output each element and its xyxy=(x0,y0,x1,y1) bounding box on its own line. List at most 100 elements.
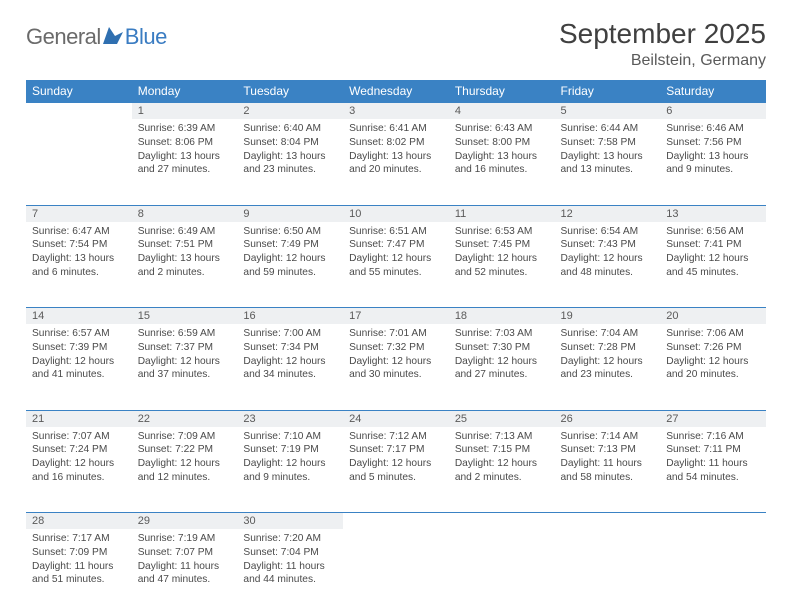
sunset-line: Sunset: 7:51 PM xyxy=(138,238,232,252)
sunrise-line: Sunrise: 7:00 AM xyxy=(243,327,337,341)
daylight2-line: and 5 minutes. xyxy=(349,471,443,485)
day-details: Sunrise: 6:50 AMSunset: 7:49 PMDaylight:… xyxy=(237,222,343,286)
day-number: 29 xyxy=(132,513,238,530)
daylight2-line: and 54 minutes. xyxy=(666,471,760,485)
daylight1-line: Daylight: 12 hours xyxy=(666,252,760,266)
daylight2-line: and 27 minutes. xyxy=(455,368,549,382)
daylight1-line: Daylight: 12 hours xyxy=(138,457,232,471)
day-details: Sunrise: 6:49 AMSunset: 7:51 PMDaylight:… xyxy=(132,222,238,286)
daylight1-line: Daylight: 12 hours xyxy=(349,457,443,471)
day-details: Sunrise: 6:41 AMSunset: 8:02 PMDaylight:… xyxy=(343,119,449,183)
sunset-line: Sunset: 7:32 PM xyxy=(349,341,443,355)
sunset-line: Sunset: 7:22 PM xyxy=(138,443,232,457)
day-details: Sunrise: 7:17 AMSunset: 7:09 PMDaylight:… xyxy=(26,529,132,593)
weekday-header-row: Sunday Monday Tuesday Wednesday Thursday… xyxy=(26,80,766,103)
day-number: 13 xyxy=(660,205,766,222)
sunset-line: Sunset: 7:41 PM xyxy=(666,238,760,252)
day-number: 28 xyxy=(26,513,132,530)
daylight1-line: Daylight: 11 hours xyxy=(138,560,232,574)
daylight2-line: and 59 minutes. xyxy=(243,266,337,280)
daylight1-line: Daylight: 13 hours xyxy=(349,150,443,164)
sunrise-line: Sunrise: 6:49 AM xyxy=(138,225,232,239)
sunset-line: Sunset: 7:04 PM xyxy=(243,546,337,560)
daylight1-line: Daylight: 12 hours xyxy=(349,252,443,266)
sunrise-line: Sunrise: 7:10 AM xyxy=(243,430,337,444)
daylight2-line: and 44 minutes. xyxy=(243,573,337,587)
daylight2-line: and 13 minutes. xyxy=(561,163,655,177)
sunrise-line: Sunrise: 7:19 AM xyxy=(138,532,232,546)
daylight2-line: and 16 minutes. xyxy=(455,163,549,177)
page-title: September 2025 xyxy=(559,18,766,50)
day-cell: Sunrise: 7:01 AMSunset: 7:32 PMDaylight:… xyxy=(343,324,449,410)
sunset-line: Sunset: 7:11 PM xyxy=(666,443,760,457)
sunrise-line: Sunrise: 6:44 AM xyxy=(561,122,655,136)
day-number: 12 xyxy=(555,205,661,222)
sunset-line: Sunset: 7:58 PM xyxy=(561,136,655,150)
daylight1-line: Daylight: 11 hours xyxy=(561,457,655,471)
sunset-line: Sunset: 7:28 PM xyxy=(561,341,655,355)
day-details: Sunrise: 6:39 AMSunset: 8:06 PMDaylight:… xyxy=(132,119,238,183)
daylight2-line: and 20 minutes. xyxy=(349,163,443,177)
sunset-line: Sunset: 8:00 PM xyxy=(455,136,549,150)
day-cell: Sunrise: 6:43 AMSunset: 8:00 PMDaylight:… xyxy=(449,119,555,205)
daylight2-line: and 37 minutes. xyxy=(138,368,232,382)
day-cell: Sunrise: 7:06 AMSunset: 7:26 PMDaylight:… xyxy=(660,324,766,410)
day-number: 22 xyxy=(132,410,238,427)
day-cell: Sunrise: 6:54 AMSunset: 7:43 PMDaylight:… xyxy=(555,222,661,308)
daylight1-line: Daylight: 12 hours xyxy=(561,252,655,266)
day-cell: Sunrise: 6:44 AMSunset: 7:58 PMDaylight:… xyxy=(555,119,661,205)
title-block: September 2025 Beilstein, Germany xyxy=(559,18,766,70)
daylight2-line: and 9 minutes. xyxy=(666,163,760,177)
sunset-line: Sunset: 7:39 PM xyxy=(32,341,126,355)
weekday-header: Saturday xyxy=(660,80,766,103)
day-cell: Sunrise: 7:07 AMSunset: 7:24 PMDaylight:… xyxy=(26,427,132,513)
day-details: Sunrise: 6:47 AMSunset: 7:54 PMDaylight:… xyxy=(26,222,132,286)
daylight2-line: and 51 minutes. xyxy=(32,573,126,587)
content-row: Sunrise: 7:17 AMSunset: 7:09 PMDaylight:… xyxy=(26,529,766,615)
day-details: Sunrise: 6:59 AMSunset: 7:37 PMDaylight:… xyxy=(132,324,238,388)
day-number: 21 xyxy=(26,410,132,427)
day-number: 8 xyxy=(132,205,238,222)
daylight2-line: and 16 minutes. xyxy=(32,471,126,485)
daynum-row: 123456 xyxy=(26,103,766,120)
daynum-row: 14151617181920 xyxy=(26,308,766,325)
day-cell: Sunrise: 6:50 AMSunset: 7:49 PMDaylight:… xyxy=(237,222,343,308)
sunset-line: Sunset: 7:15 PM xyxy=(455,443,549,457)
daylight1-line: Daylight: 12 hours xyxy=(32,355,126,369)
day-number xyxy=(449,513,555,530)
day-number: 10 xyxy=(343,205,449,222)
sunrise-line: Sunrise: 6:47 AM xyxy=(32,225,126,239)
day-number: 7 xyxy=(26,205,132,222)
sunrise-line: Sunrise: 6:56 AM xyxy=(666,225,760,239)
day-number: 5 xyxy=(555,103,661,120)
day-details: Sunrise: 7:03 AMSunset: 7:30 PMDaylight:… xyxy=(449,324,555,388)
daylight1-line: Daylight: 11 hours xyxy=(32,560,126,574)
day-cell: Sunrise: 6:51 AMSunset: 7:47 PMDaylight:… xyxy=(343,222,449,308)
location-label: Beilstein, Germany xyxy=(559,52,766,70)
day-details: Sunrise: 6:44 AMSunset: 7:58 PMDaylight:… xyxy=(555,119,661,183)
daylight1-line: Daylight: 12 hours xyxy=(455,457,549,471)
brand-mark-icon xyxy=(103,26,123,49)
day-number: 11 xyxy=(449,205,555,222)
day-details: Sunrise: 7:19 AMSunset: 7:07 PMDaylight:… xyxy=(132,529,238,593)
day-cell: Sunrise: 6:49 AMSunset: 7:51 PMDaylight:… xyxy=(132,222,238,308)
sunrise-line: Sunrise: 7:09 AM xyxy=(138,430,232,444)
sunrise-line: Sunrise: 7:01 AM xyxy=(349,327,443,341)
content-row: Sunrise: 7:07 AMSunset: 7:24 PMDaylight:… xyxy=(26,427,766,513)
day-details: Sunrise: 7:07 AMSunset: 7:24 PMDaylight:… xyxy=(26,427,132,491)
daylight2-line: and 30 minutes. xyxy=(349,368,443,382)
day-details: Sunrise: 7:13 AMSunset: 7:15 PMDaylight:… xyxy=(449,427,555,491)
calendar-table: Sunday Monday Tuesday Wednesday Thursday… xyxy=(26,80,766,615)
daylight2-line: and 48 minutes. xyxy=(561,266,655,280)
brand-general: General xyxy=(26,24,101,50)
day-cell xyxy=(555,529,661,615)
sunrise-line: Sunrise: 7:12 AM xyxy=(349,430,443,444)
day-cell: Sunrise: 7:03 AMSunset: 7:30 PMDaylight:… xyxy=(449,324,555,410)
day-cell: Sunrise: 7:09 AMSunset: 7:22 PMDaylight:… xyxy=(132,427,238,513)
day-number: 9 xyxy=(237,205,343,222)
sunset-line: Sunset: 7:19 PM xyxy=(243,443,337,457)
day-cell: Sunrise: 6:56 AMSunset: 7:41 PMDaylight:… xyxy=(660,222,766,308)
day-number: 30 xyxy=(237,513,343,530)
day-number: 6 xyxy=(660,103,766,120)
daylight1-line: Daylight: 12 hours xyxy=(349,355,443,369)
